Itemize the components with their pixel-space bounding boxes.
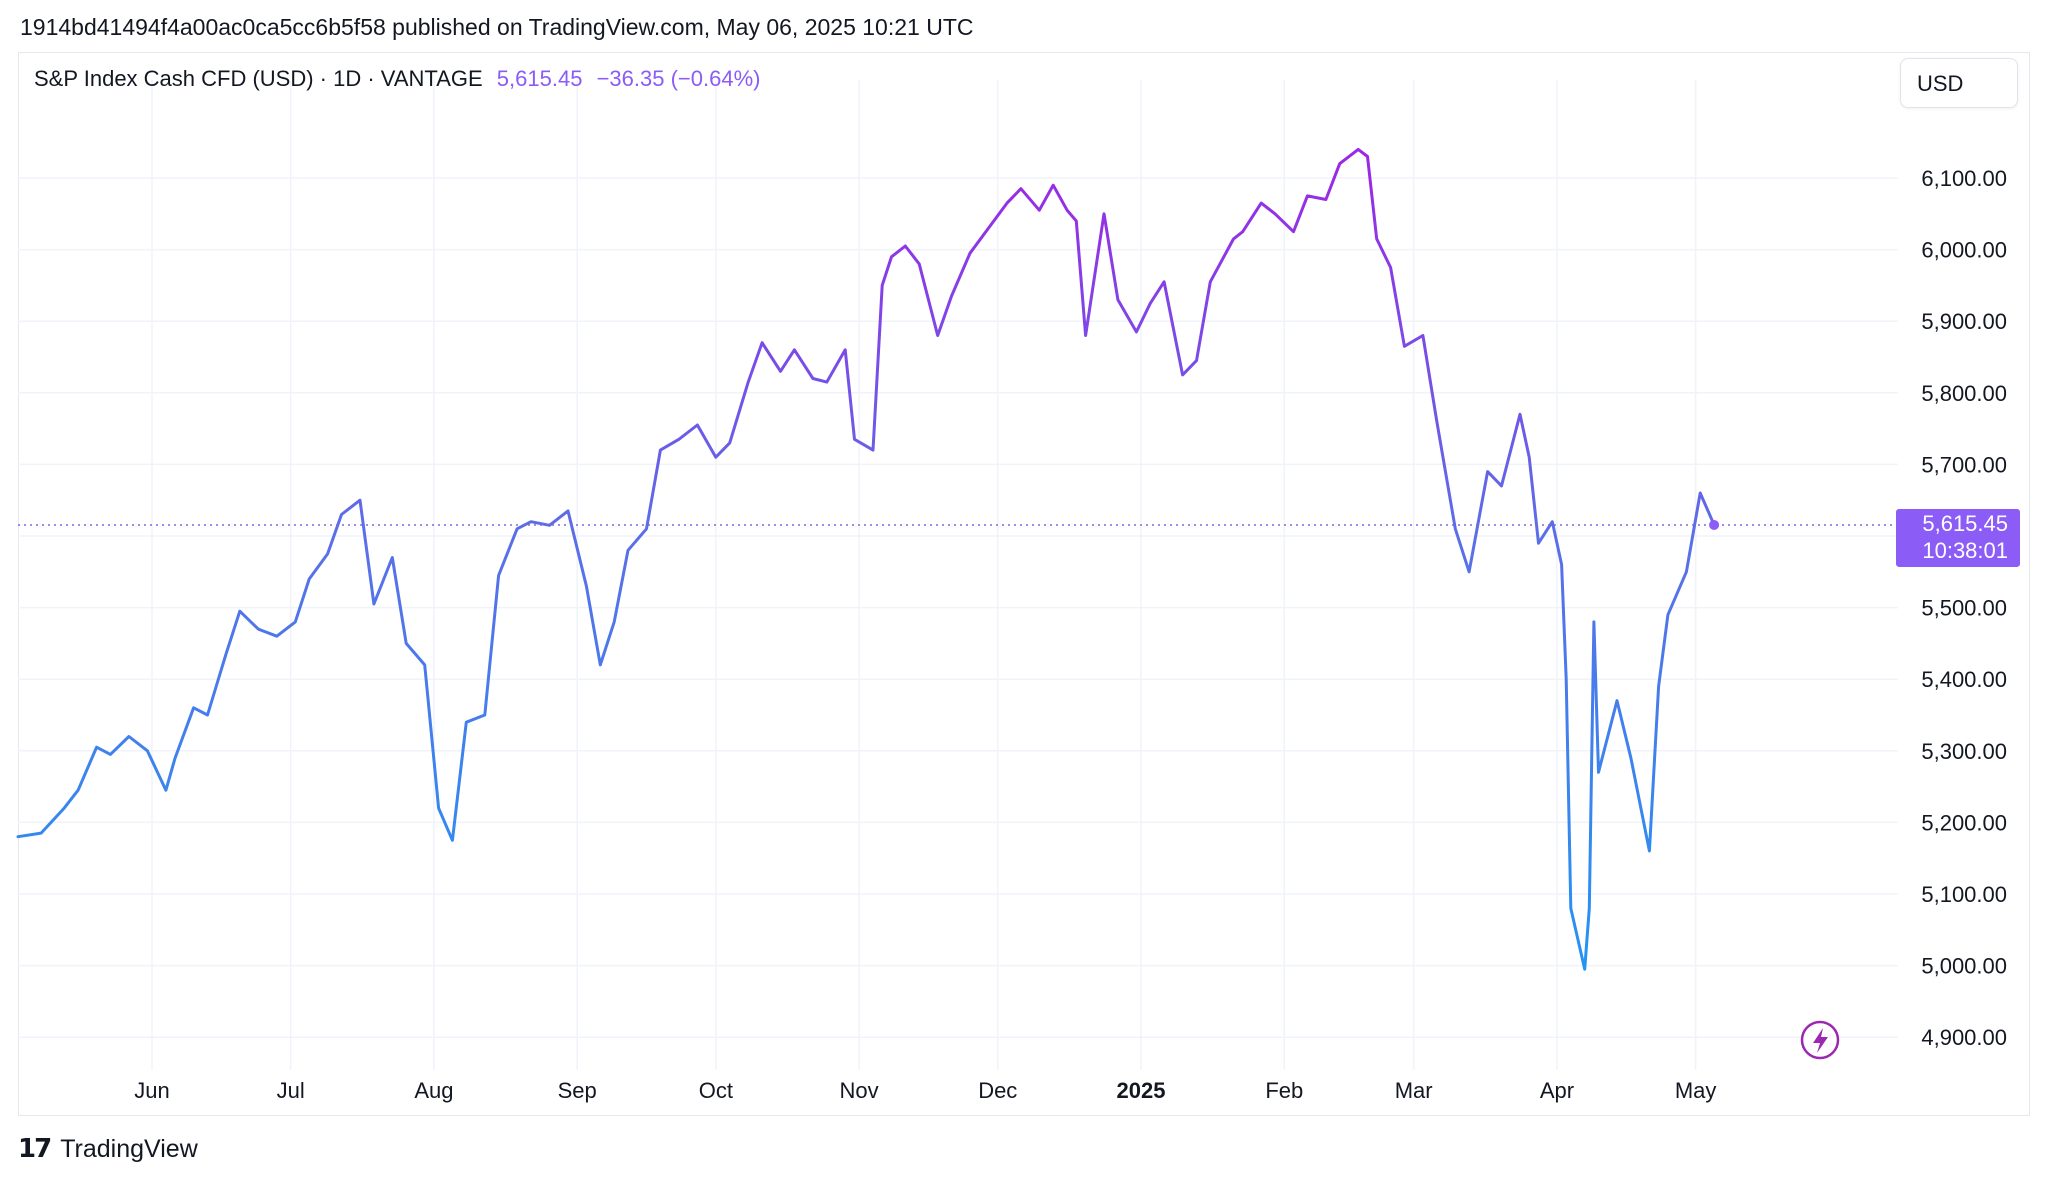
x-tick-label: Sep [558, 1078, 597, 1103]
tradingview-mark-icon: 17 [18, 1134, 52, 1164]
legend-last-price: 5,615.45 [496, 66, 583, 91]
y-tick-label: 5,200.00 [1921, 810, 2007, 835]
legend-change: −36.35 (−0.64%) [596, 66, 761, 91]
y-tick-label: 5,300.00 [1921, 739, 2007, 764]
tradingview-logo[interactable]: 17 TradingView [18, 1134, 198, 1164]
x-tick-label: Apr [1540, 1078, 1574, 1103]
x-tick-label: Dec [978, 1078, 1017, 1103]
grid-lines [18, 80, 1898, 1070]
published-caption: 1914bd41494f4a00ac0ca5cc6b5f58 published… [20, 14, 974, 40]
chart-frame [18, 52, 2030, 1116]
x-tick-label: May [1675, 1078, 1717, 1103]
currency-button[interactable]: USD [1900, 58, 2018, 108]
y-tick-label: 5,700.00 [1921, 452, 2007, 477]
y-tick-label: 5,100.00 [1921, 882, 2007, 907]
last-price-dot [1709, 519, 1720, 530]
y-tick-label: 6,100.00 [1921, 166, 2007, 191]
x-tick-label: 2025 [1117, 1078, 1166, 1103]
series-line-layer [16, 147, 1898, 1060]
price-tag-value: 5,615.45 [1922, 511, 2008, 536]
y-tick-label: 5,800.00 [1921, 381, 2007, 406]
y-tick-label: 5,400.00 [1921, 667, 2007, 692]
x-tick-label: Nov [840, 1078, 879, 1103]
y-tick-label: 4,900.00 [1921, 1025, 2007, 1050]
x-tick-label: Jul [277, 1078, 305, 1103]
tradingview-brand: TradingView [60, 1134, 198, 1163]
y-tick-label: 5,900.00 [1921, 309, 2007, 334]
chart-legend[interactable]: S&P Index Cash CFD (USD) · 1D · VANTAGE … [34, 66, 760, 92]
x-tick-label: Mar [1395, 1078, 1433, 1103]
price-tag-countdown: 10:38:01 [1922, 538, 2008, 563]
legend-symbol[interactable]: S&P Index Cash CFD (USD) · 1D · VANTAGE [34, 66, 483, 91]
x-tick-label: Aug [414, 1078, 453, 1103]
y-tick-label: 5,500.00 [1921, 596, 2007, 621]
x-axis[interactable]: Jun Jul Aug Sep Oct Nov Dec 2025 Feb Mar Apr May [134, 1078, 1716, 1103]
x-tick-label: Jun [134, 1078, 169, 1103]
x-tick-label: Oct [699, 1078, 733, 1103]
lightning-bolt-icon[interactable] [1800, 1020, 1840, 1060]
x-tick-label: Feb [1265, 1078, 1303, 1103]
y-tick-label: 5,000.00 [1921, 954, 2007, 979]
y-tick-label: 6,000.00 [1921, 238, 2007, 263]
y-axis[interactable]: 4,900.00 5,000.00 5,100.00 5,200.00 5,300.00… [1896, 166, 2020, 1050]
price-series-line [16, 147, 1716, 971]
